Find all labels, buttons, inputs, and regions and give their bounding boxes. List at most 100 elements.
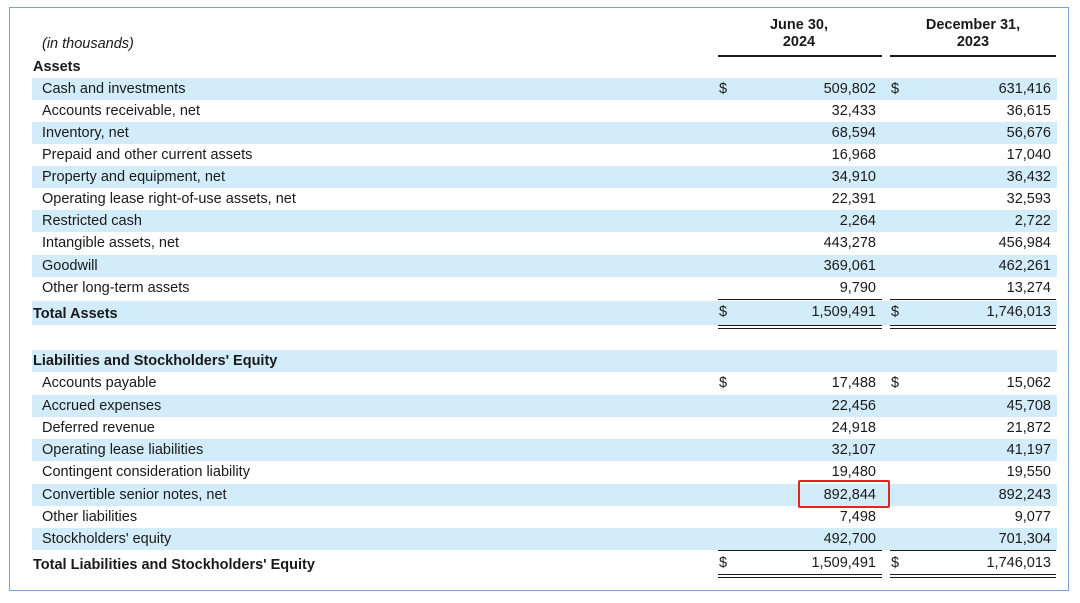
value-2024: 492,700: [823, 531, 876, 547]
row-label: Property and equipment, net: [42, 169, 225, 185]
section-title: Liabilities and Stockholders' Equity: [33, 353, 278, 369]
double-rule: [890, 325, 1056, 326]
value-2023: 701,304: [998, 531, 1051, 547]
column-header-line: 2023: [956, 34, 990, 50]
table-row: Accounts receivable, net 32,433 36,615: [32, 100, 1057, 122]
table-row: Accrued expenses 22,456 45,708: [32, 395, 1057, 417]
value-2023: 36,432: [1006, 169, 1051, 185]
column-header-line: 2024: [782, 34, 816, 50]
value-2024: 22,456: [831, 398, 876, 414]
section-assets: Assets: [32, 56, 1057, 78]
table-row: Accounts payable $ 17,488 $ 15,062: [32, 372, 1057, 394]
value-2024: 443,278: [823, 235, 876, 251]
table-row: Operating lease liabilities 32,107 41,19…: [32, 439, 1057, 461]
table-row: Deferred revenue 24,918 21,872: [32, 417, 1057, 439]
value-2024: 34,910: [831, 169, 876, 185]
subtotal-rule: [890, 550, 1056, 551]
value-2023: 456,984: [998, 235, 1051, 251]
value-2024: 2,264: [839, 213, 876, 229]
value-2024: 32,107: [831, 442, 876, 458]
header-rule: [718, 55, 882, 57]
value-2023: 13,274: [1006, 280, 1051, 296]
row-label: Operating lease right-of-use assets, net: [42, 191, 296, 207]
value-2023: 462,261: [998, 258, 1051, 274]
table-row: Restricted cash 2,264 2,722: [32, 210, 1057, 232]
total-2023: 1,746,013: [986, 304, 1051, 320]
row-label: Intangible assets, net: [42, 235, 180, 251]
table-row: Prepaid and other current assets 16,968 …: [32, 144, 1057, 166]
total-row: Total Liabilities and Stockholders' Equi…: [32, 552, 1057, 576]
total-2023: 1,746,013: [986, 555, 1051, 571]
column-header-line: June 30,: [769, 17, 829, 33]
subtotal-rule: [718, 299, 882, 300]
total-2024: 1,509,491: [811, 555, 876, 571]
value-2023: 892,243: [998, 487, 1051, 503]
column-header-dec-2023: December 31, 2023: [890, 17, 1056, 51]
units-note: (in thousands): [42, 36, 134, 52]
value-2023: 56,676: [1006, 125, 1051, 141]
row-label: Inventory, net: [42, 125, 129, 141]
subtotal-rule: [890, 299, 1056, 300]
total-label: Total Liabilities and Stockholders' Equi…: [33, 557, 315, 573]
row-label: Goodwill: [42, 258, 98, 274]
row-label: Accrued expenses: [42, 398, 162, 414]
double-rule: [718, 325, 882, 326]
value-2023: 631,416: [998, 81, 1051, 97]
value-2023: 15,062: [1006, 375, 1051, 391]
value-2024-highlighted: 892,844: [823, 487, 876, 503]
value-2024: 32,433: [831, 103, 876, 119]
currency-symbol: $: [891, 81, 900, 97]
value-2023: 45,708: [1006, 398, 1051, 414]
value-2023: 41,197: [1006, 442, 1051, 458]
double-rule: [718, 574, 882, 575]
table-row: Intangible assets, net 443,278 456,984: [32, 232, 1057, 254]
section-liabilities: Liabilities and Stockholders' Equity: [32, 350, 1057, 372]
currency-symbol: $: [719, 304, 728, 320]
double-rule: [718, 577, 882, 578]
column-header-june-2024: June 30, 2024: [718, 17, 880, 51]
value-2023: 21,872: [1006, 420, 1051, 436]
table-row: Other long-term assets 9,790 13,274: [32, 277, 1057, 299]
highlight-box: [798, 480, 890, 508]
row-label: Accounts receivable, net: [42, 103, 200, 119]
section-title: Assets: [33, 59, 81, 75]
total-2024: 1,509,491: [811, 304, 876, 320]
value-2023: 2,722: [1014, 213, 1051, 229]
row-label: Other long-term assets: [42, 280, 190, 296]
value-2023: 17,040: [1006, 147, 1051, 163]
value-2024: 16,968: [831, 147, 876, 163]
header-rule: [890, 55, 1056, 57]
currency-symbol: $: [891, 555, 900, 571]
currency-symbol: $: [719, 555, 728, 571]
row-label: Stockholders' equity: [42, 531, 172, 547]
image-frame: [9, 7, 1069, 591]
total-label: Total Assets: [33, 306, 118, 322]
value-2023: 36,615: [1006, 103, 1051, 119]
row-label: Accounts payable: [42, 375, 157, 391]
row-label: Other liabilities: [42, 509, 138, 525]
table-row: Other liabilities 7,498 9,077: [32, 506, 1057, 528]
table-row: Stockholders' equity 492,700 701,304: [32, 528, 1057, 550]
table-row: Operating lease right-of-use assets, net…: [32, 188, 1057, 210]
currency-symbol: $: [719, 81, 728, 97]
row-label: Prepaid and other current assets: [42, 147, 253, 163]
value-2024: 24,918: [831, 420, 876, 436]
double-rule: [890, 577, 1056, 578]
value-2024: 9,790: [839, 280, 876, 296]
value-2024: 17,488: [831, 375, 876, 391]
row-label: Restricted cash: [42, 213, 142, 229]
value-2024: 509,802: [823, 81, 876, 97]
row-label: Deferred revenue: [42, 420, 155, 436]
table-row: Property and equipment, net 34,910 36,43…: [32, 166, 1057, 188]
value-2024: 369,061: [823, 258, 876, 274]
value-2023: 19,550: [1006, 464, 1051, 480]
total-row: Total Assets $ 1,509,491 $ 1,746,013: [32, 301, 1057, 325]
table-row: Inventory, net 68,594 56,676: [32, 122, 1057, 144]
column-header-line: December 31,: [925, 17, 1021, 33]
double-rule: [718, 328, 882, 329]
table-row: Goodwill 369,061 462,261: [32, 255, 1057, 277]
table-row: Convertible senior notes, net 892,844 89…: [32, 484, 1057, 506]
value-2023: 9,077: [1014, 509, 1051, 525]
table-row: Cash and investments $ 509,802 $ 631,416: [32, 78, 1057, 100]
row-label: Cash and investments: [42, 81, 186, 97]
